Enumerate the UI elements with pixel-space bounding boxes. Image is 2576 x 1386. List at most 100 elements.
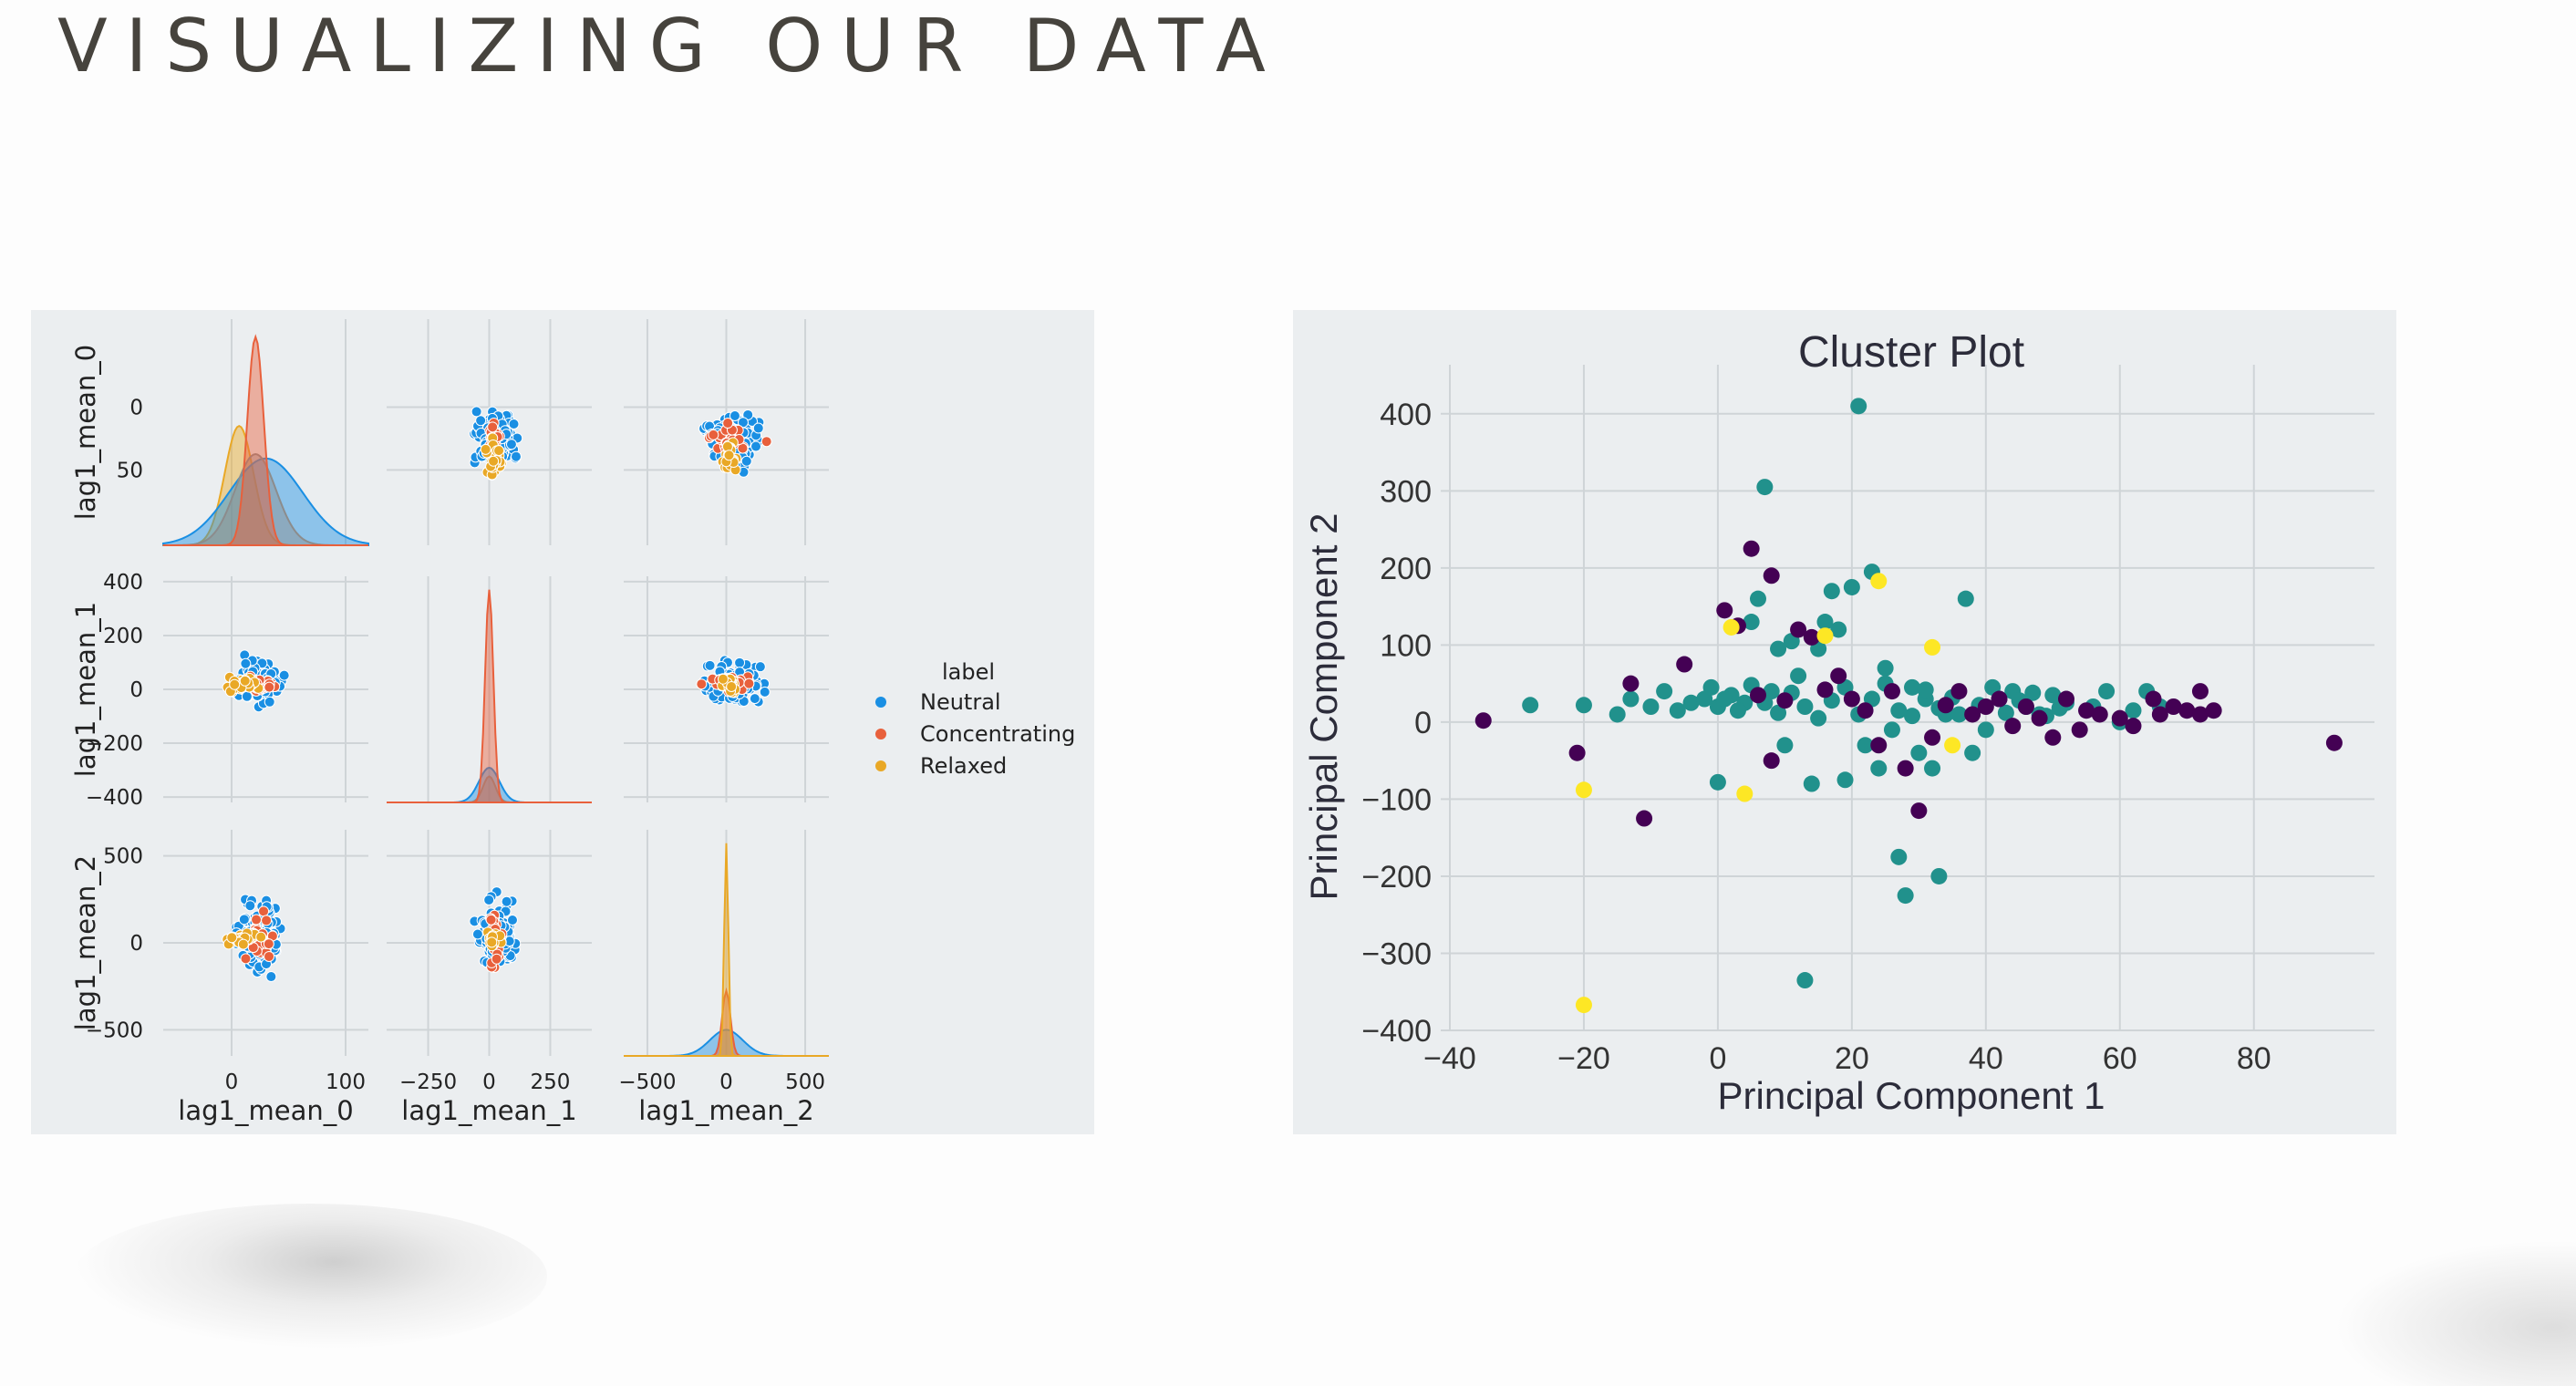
cluster-point [2017, 698, 2034, 715]
cluster-point [2191, 683, 2209, 700]
x-tick-label: 20 [1835, 1041, 1869, 1076]
y-tick-label: −200 [86, 732, 143, 756]
cluster-plot-chart: −40 −20 0 20 40 60 804003002001000−100−200−300… [1302, 328, 2374, 1117]
cluster-point [1816, 627, 1834, 645]
cluster-point [1656, 683, 1673, 700]
pairplot-scatter-1-2 [696, 655, 771, 708]
x-tick-label: 0 [719, 1071, 733, 1094]
pairplot-legend: label Neutral Concentrating Relaxed [875, 659, 1075, 779]
x-tick-label: 80 [2237, 1041, 2271, 1076]
cluster-point [1770, 704, 1787, 721]
pairplot-point [265, 971, 277, 983]
cluster-point [1803, 628, 1820, 646]
pairplot-point [754, 661, 766, 673]
pairplot-point [722, 418, 734, 429]
y-tick-label: 100 [1380, 628, 1432, 663]
pairplot-point [491, 953, 502, 965]
cluster-point [1575, 781, 1592, 799]
pairplot-point [240, 657, 252, 669]
x-tick-label: 0 [1709, 1041, 1726, 1076]
pairplot-point [717, 673, 729, 685]
cluster-point [2058, 690, 2074, 708]
cluster-point [2111, 709, 2128, 727]
x-tick-label: −250 [399, 1071, 457, 1094]
pairplot-scatter-0-1 [469, 406, 523, 481]
cluster-point [1702, 678, 1720, 696]
x-axis-label: lag1_mean_0 [178, 1095, 353, 1126]
cluster-point [1750, 687, 1766, 704]
legend-marker [875, 697, 886, 708]
cluster-point [1870, 737, 1888, 754]
pairplot-point [264, 696, 275, 708]
pairplot-point [708, 429, 719, 440]
cluster-point [1904, 678, 1920, 696]
x-tick-label: 100 [326, 1071, 366, 1094]
y-tick-label: 0 [129, 396, 143, 419]
pairplot-point [278, 669, 290, 681]
cluster-point [2031, 709, 2048, 727]
cluster-point [2125, 718, 2142, 735]
cluster-point [1830, 667, 1847, 685]
pairplot-point [261, 915, 273, 926]
x-tick-label: 0 [225, 1071, 239, 1094]
pairplot-scatter-1-0 [222, 649, 290, 713]
pairplot-point [240, 953, 252, 965]
cluster-point [2325, 734, 2343, 751]
cluster-point [2191, 706, 2209, 723]
cluster-point [1763, 567, 1780, 584]
pairplot-point [506, 915, 518, 926]
pairplot-point [238, 914, 250, 926]
cluster-point [1843, 690, 1860, 708]
pairplot-point [508, 419, 520, 430]
cluster-point [1796, 972, 1814, 989]
pairplot-point [229, 678, 241, 690]
cluster-point [1950, 683, 1968, 700]
y-tick-label: 0 [129, 678, 143, 702]
cluster-point [1924, 729, 1941, 746]
pairplot-point [760, 436, 772, 448]
slide-title: VISUALIZING OUR DATA [57, 4, 1284, 88]
cluster-point [1830, 621, 1847, 638]
pairplot-point [263, 938, 274, 950]
pairplot-point [740, 455, 752, 467]
pairplot-point [258, 905, 270, 917]
pairplot-point [493, 445, 505, 457]
cluster-point [2044, 687, 2062, 704]
x-tick-label: 40 [1969, 1041, 2003, 1076]
pairplot-point [485, 914, 497, 926]
cluster-point [1991, 690, 2008, 708]
cluster-series-2 [1575, 573, 1961, 1014]
pairplot-scatter-0-2 [698, 409, 772, 478]
y-tick-label: 300 [1380, 474, 1432, 509]
x-tick-label: −500 [618, 1071, 676, 1094]
cluster-point [1776, 737, 1794, 754]
cluster-point [1924, 760, 1941, 777]
cluster-point [1890, 848, 1908, 865]
pairplot-point [505, 439, 517, 450]
y-axis-label: lag1_mean_2 [70, 855, 101, 1030]
cluster-point [2071, 721, 2088, 739]
pairplot-panel: 50 0 lag1_mean_0 400 200 0 −200 −400 lag1_mean_1… [31, 310, 1094, 1134]
cluster-point [1924, 638, 1941, 656]
cluster-point [1957, 590, 1974, 607]
pairplot-chart: 500lag1_mean_04002000−200−400lag1_mean_1… [70, 319, 1075, 1126]
pairplot-point [510, 450, 522, 462]
cluster-point [1810, 709, 1827, 727]
cluster-point [1977, 698, 1994, 715]
x-axis-label: lag1_mean_2 [638, 1095, 813, 1126]
pairplot-point [696, 678, 708, 690]
cluster-point [1790, 667, 1807, 685]
cluster-point [1669, 702, 1686, 719]
cluster-point [1716, 602, 1733, 619]
cluster-point [1729, 702, 1746, 719]
pairplot-point [241, 690, 253, 702]
cluster-point [1636, 810, 1653, 827]
y-tick-label: 200 [1380, 552, 1432, 586]
y-tick-label: 200 [103, 625, 143, 648]
pairplot-point [723, 450, 735, 461]
pairplot-point [750, 440, 762, 452]
x-axis-label: Principal Component 1 [1718, 1074, 2105, 1117]
cluster-point [1897, 887, 1914, 905]
cluster-point [1716, 690, 1733, 708]
pairplot-point [729, 409, 740, 421]
